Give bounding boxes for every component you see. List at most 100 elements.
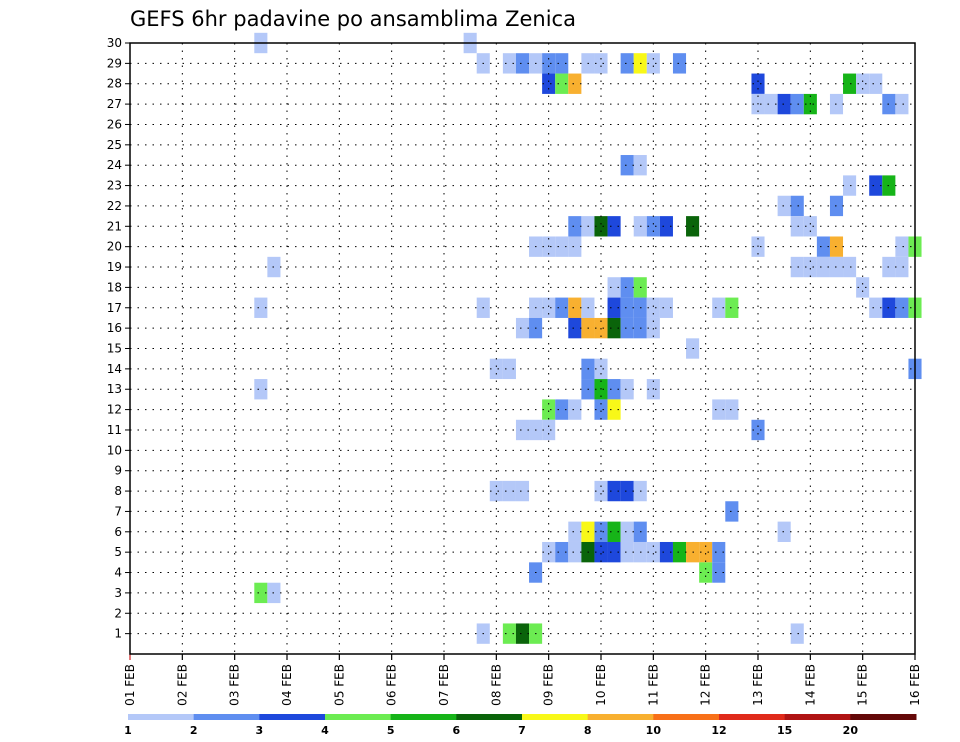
x-tick-label: 14 FEB: [803, 664, 817, 706]
precip-cell: [646, 541, 660, 563]
precip-cell: [620, 155, 634, 176]
precip-cell: [790, 623, 804, 644]
grid-lines: [130, 43, 915, 654]
precip-cell: [555, 541, 569, 563]
precip-cell: [542, 297, 556, 318]
precip-cell: [607, 480, 621, 502]
precip-cell: [712, 562, 726, 583]
precip-cell: [620, 541, 634, 563]
y-tick-label: 30: [107, 36, 122, 50]
precip-cell: [777, 93, 791, 115]
x-tick-label: 02 FEB: [175, 664, 189, 706]
precip-cell: [699, 562, 713, 583]
precip-cell: [856, 277, 870, 298]
x-tick-label: 01 FEB: [123, 664, 137, 706]
precip-cell: [542, 541, 556, 563]
precip-cell: [895, 236, 909, 257]
precip-cell: [515, 53, 530, 74]
precip-cell: [843, 175, 857, 196]
precip-cell: [869, 73, 883, 94]
x-tick-label: 04 FEB: [280, 664, 294, 706]
precip-cell: [607, 521, 621, 542]
colorbar-swatch: [850, 714, 917, 720]
x-tick-label: 13 FEB: [751, 664, 765, 706]
precip-cell: [856, 73, 870, 94]
colorbar-tick-label: 7: [518, 724, 526, 737]
precip-cell: [895, 93, 909, 115]
precip-cell: [777, 195, 791, 217]
precip-cell: [620, 379, 634, 400]
x-tick-label: 16 FEB: [908, 664, 922, 706]
precip-cell: [620, 317, 634, 339]
y-tick-label: 20: [107, 240, 122, 254]
precip-cell: [568, 216, 582, 237]
colorbar-swatch: [259, 714, 326, 720]
colorbar-tick-label: 2: [190, 724, 198, 737]
y-tick-label: 16: [107, 321, 122, 335]
y-tick-label: 29: [107, 56, 122, 70]
precip-cell: [620, 297, 634, 318]
y-tick-label: 10: [107, 443, 122, 457]
precip-cell: [790, 93, 804, 115]
precip-cell: [555, 236, 569, 257]
precip-cell: [646, 297, 660, 318]
precip-cell: [790, 256, 804, 278]
precip-cell: [816, 236, 830, 257]
precip-cell: [489, 358, 503, 380]
colorbar-swatch: [456, 714, 523, 720]
precip-cell: [712, 399, 726, 420]
precip-cell: [672, 53, 687, 74]
colorbar-swatch: [193, 714, 260, 720]
precip-cell: [254, 582, 268, 604]
y-tick-label: 18: [107, 280, 122, 294]
x-tick-label: 10 FEB: [594, 664, 608, 706]
y-axis-ticks: 1234567891011121314151617181920212223242…: [107, 36, 130, 641]
precip-cell: [555, 73, 569, 94]
colorbar-tick-label: 12: [711, 724, 726, 737]
precip-cell: [254, 379, 268, 400]
precip-cell: [869, 297, 883, 318]
colorbar-tick-label: 3: [256, 724, 264, 737]
precip-cell: [594, 216, 608, 237]
precip-cell: [594, 53, 608, 74]
precip-cell: [607, 277, 621, 298]
y-tick-label: 3: [114, 586, 122, 600]
precip-cell: [594, 480, 608, 502]
y-tick-label: 14: [107, 362, 122, 376]
y-tick-label: 13: [107, 382, 122, 396]
x-tick-label: 03 FEB: [228, 664, 242, 706]
colorbar-swatch: [719, 714, 786, 720]
x-tick-label: 15 FEB: [856, 664, 870, 706]
precip-cell: [620, 277, 634, 298]
y-tick-label: 28: [107, 77, 122, 91]
x-tick-label: 07 FEB: [437, 664, 451, 706]
colorbar-tick-label: 20: [843, 724, 859, 737]
colorbar: 1 2 3 4 5 6 7 8 10 12 15 20: [124, 714, 917, 737]
y-tick-label: 24: [107, 158, 122, 172]
precip-cell: [515, 480, 530, 502]
precip-cell: [502, 358, 516, 380]
precip-cell: [502, 623, 516, 644]
y-tick-label: 17: [107, 301, 122, 315]
precip-cell: [594, 399, 608, 420]
y-tick-label: 21: [107, 219, 122, 233]
precip-cell: [568, 399, 582, 420]
colorbar-swatch: [325, 714, 392, 720]
colorbar-swatch: [128, 714, 195, 720]
precip-cell: [502, 480, 516, 502]
precip-cell: [542, 399, 556, 420]
colorbar-swatch: [653, 714, 720, 720]
precip-cell: [607, 216, 621, 237]
y-tick-label: 2: [114, 606, 122, 620]
colorbar-tick-label: 5: [387, 724, 395, 737]
colorbar-tick-label: 8: [584, 724, 592, 737]
precip-cell: [607, 379, 621, 400]
x-tick-label: 12 FEB: [699, 664, 713, 706]
precip-cell: [568, 236, 582, 257]
colorbar-swatch: [390, 714, 457, 720]
colorbar-tick-label: 15: [777, 724, 792, 737]
x-axis-ticks: 01 FEB 02 FEB 03 FEB 04 FEB 05 FEB 06 FEB 07 F…: [123, 654, 922, 706]
precip-cell: [725, 297, 739, 318]
precip-cell: [568, 541, 582, 563]
